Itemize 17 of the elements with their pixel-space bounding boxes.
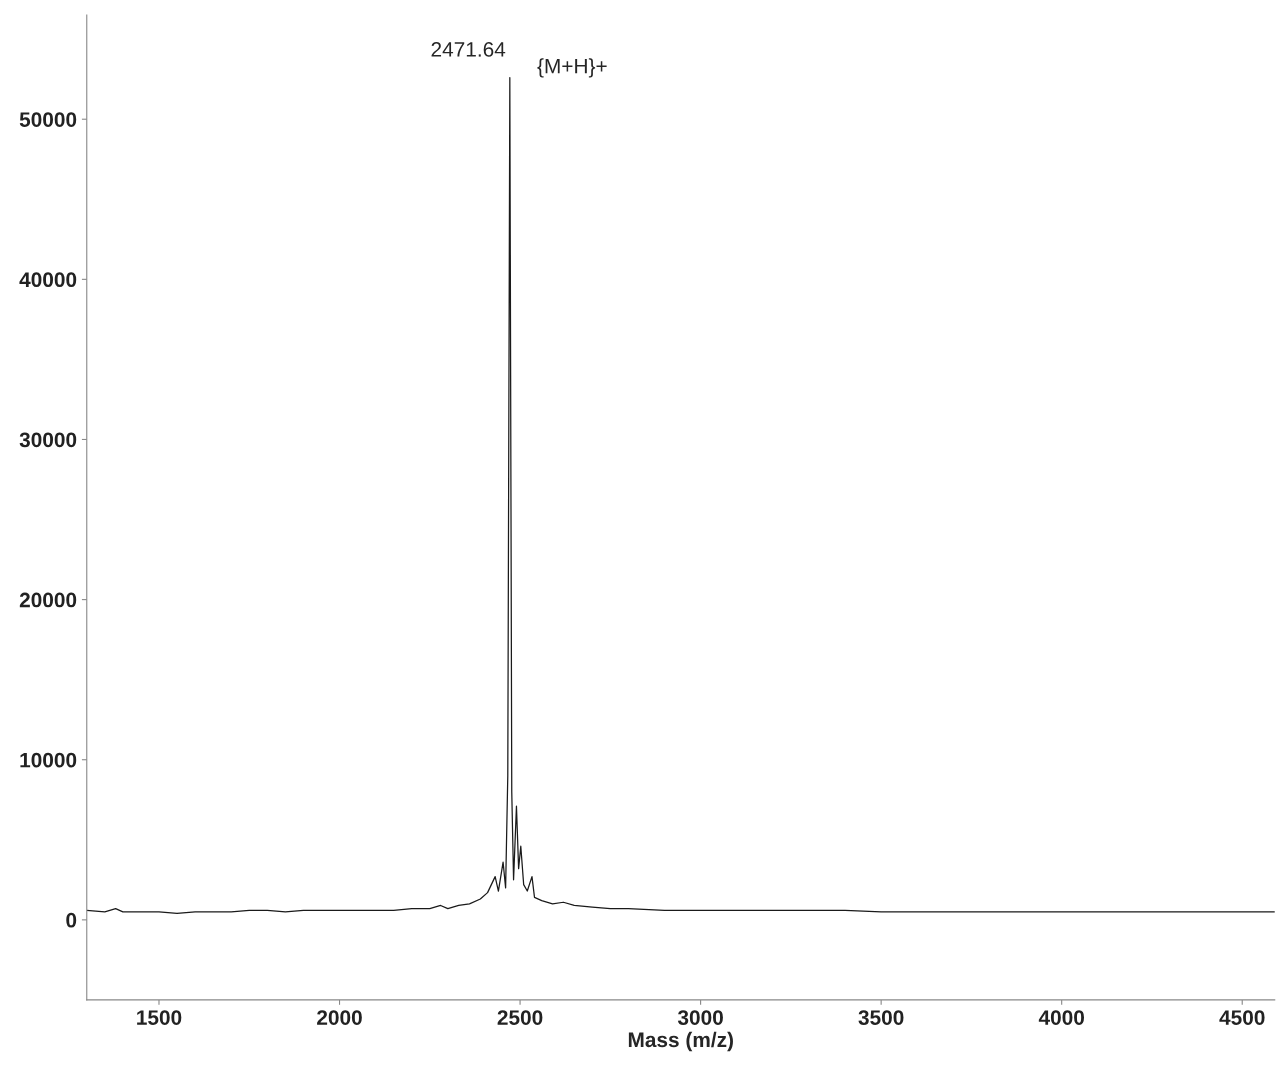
y-tick-label: 0 [66,912,77,928]
annotation: {M+H}+ [537,58,607,78]
y-tick-label: 50000 [19,112,77,127]
y-tick-label: 40000 [19,272,77,288]
x-tick-label: 2500 [497,1010,543,1025]
y-tick-label: 20000 [19,592,77,608]
annotation: 2471.64 [431,42,506,57]
x-tick-label: 1500 [137,1010,182,1025]
y-tick-label: 10000 [20,752,77,768]
x-tick-label: 4500 [1219,1010,1265,1025]
x-tick-label: 4000 [1038,1010,1085,1025]
x-tick-label: 3500 [858,1010,904,1025]
x-axis-title: Mass (m/z) [628,1031,733,1052]
x-tick-label: 3000 [677,1010,723,1025]
x-tick-label: 2000 [317,1010,362,1025]
y-tick-label: 30000 [19,432,77,448]
line-series [86,76,1275,915]
